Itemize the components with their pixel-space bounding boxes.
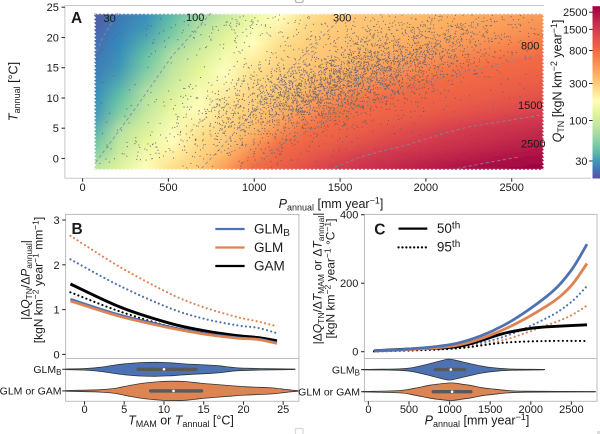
svg-text:1000: 1000: [437, 404, 461, 416]
svg-text:400: 400: [340, 210, 358, 222]
svg-text:2500: 2500: [559, 404, 583, 416]
svg-text:0: 0: [365, 404, 371, 416]
svg-text:0: 0: [352, 347, 358, 359]
svg-text:200: 200: [340, 278, 358, 290]
svg-text:2000: 2000: [414, 182, 438, 194]
svg-text:2: 2: [53, 260, 59, 272]
svg-text:0: 0: [80, 182, 86, 194]
svg-text:15: 15: [47, 63, 59, 75]
svg-text:[kgN km−2 year−1 mm−1]: [kgN km−2 year−1 mm−1]: [31, 217, 46, 343]
svg-text:500: 500: [400, 404, 418, 416]
svg-text:20: 20: [47, 33, 59, 45]
svg-text:GAM: GAM: [254, 259, 285, 274]
svg-text:B: B: [72, 221, 83, 238]
svg-text:800: 800: [521, 41, 539, 53]
svg-text:300: 300: [569, 79, 587, 91]
svg-text:GLM or GAM: GLM or GAM: [298, 386, 360, 398]
svg-text:0: 0: [81, 404, 87, 416]
svg-text:2500: 2500: [521, 139, 545, 151]
svg-text:Pannual [mm year−1]: Pannual [mm year−1]: [425, 412, 530, 429]
svg-text:C: C: [374, 222, 385, 239]
svg-text:15: 15: [198, 404, 210, 416]
svg-text:5: 5: [121, 404, 127, 416]
svg-text:1500: 1500: [328, 182, 352, 194]
svg-text:25: 25: [277, 404, 289, 416]
svg-text:30: 30: [575, 156, 587, 168]
svg-text:Tannual [°C]: Tannual [°C]: [7, 62, 23, 121]
svg-text:GLMB: GLMB: [254, 222, 290, 240]
svg-text:GLMB: GLMB: [33, 364, 61, 377]
svg-text:1500: 1500: [563, 24, 587, 36]
svg-text:500: 500: [159, 182, 177, 194]
svg-text:1500: 1500: [518, 100, 542, 112]
svg-text:A: A: [71, 10, 82, 27]
svg-text:Pannual [mm year−1]: Pannual [mm year−1]: [279, 196, 384, 213]
svg-text:|ΔQTN/ΔTMAM or ΔTannual|: |ΔQTN/ΔTMAM or ΔTannual|: [311, 213, 327, 345]
svg-text:1500: 1500: [478, 404, 502, 416]
svg-text:[kgN km−2 year−1 °C−1]: [kgN km−2 year−1 °C−1]: [323, 219, 338, 339]
svg-text:0: 0: [53, 349, 59, 361]
svg-text:GLMB: GLMB: [332, 364, 360, 377]
svg-text:1: 1: [53, 305, 59, 317]
svg-text:2000: 2000: [519, 404, 543, 416]
svg-text:TMAM or Tannual [°C]: TMAM or Tannual [°C]: [128, 413, 234, 429]
svg-text:30: 30: [104, 13, 116, 25]
svg-text:0: 0: [53, 154, 59, 166]
svg-text:10: 10: [158, 404, 170, 416]
svg-text:25: 25: [47, 2, 59, 14]
svg-text:10: 10: [47, 93, 59, 105]
svg-text:1000: 1000: [242, 182, 266, 194]
svg-text:3: 3: [53, 215, 59, 227]
svg-text:QTN [kgN km−2 year−1]: QTN [kgN km−2 year−1]: [549, 20, 566, 143]
svg-text:2500: 2500: [563, 7, 587, 19]
svg-text:300: 300: [333, 13, 351, 25]
svg-text:5: 5: [53, 123, 59, 135]
svg-text:2500: 2500: [499, 182, 523, 194]
svg-text:800: 800: [569, 46, 587, 58]
svg-text:GLM: GLM: [254, 240, 283, 255]
svg-text:GLM or GAM: GLM or GAM: [0, 386, 62, 398]
svg-text:100: 100: [569, 116, 587, 128]
svg-text:100: 100: [186, 12, 204, 24]
svg-text:20: 20: [237, 404, 249, 416]
